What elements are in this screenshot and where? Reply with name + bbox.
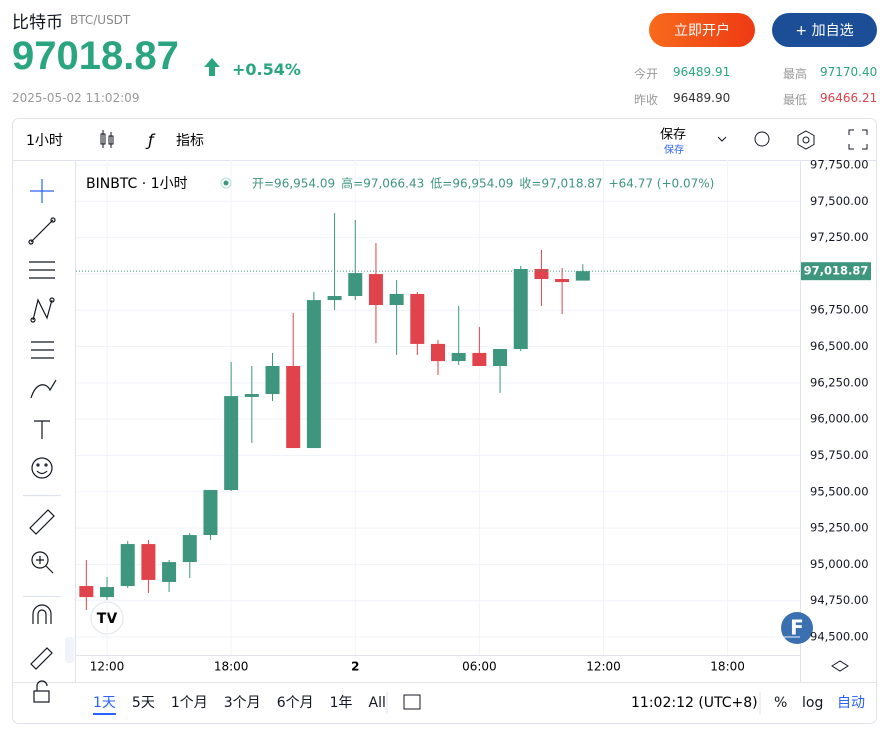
candle-body — [368, 274, 383, 306]
stat-value: 97170.40 — [820, 65, 878, 79]
svg-text:F: F — [790, 616, 804, 640]
alert-icon[interactable] — [754, 131, 770, 147]
timestamp: 2025-05-02 11:02:09 — [12, 91, 140, 105]
fx-icon: ƒ — [145, 131, 156, 150]
asset-name: 比特币 — [12, 13, 63, 33]
x-tick-label: 06:00 — [462, 660, 497, 674]
candle-body — [182, 535, 197, 563]
stat-label: 今开 — [634, 67, 659, 81]
range-button[interactable]: 1个月 — [171, 695, 208, 711]
range-button[interactable]: 1年 — [330, 695, 353, 711]
range-button[interactable]: 6个月 — [277, 695, 314, 711]
candle-body — [555, 279, 570, 283]
candle-body — [410, 293, 425, 344]
legend-high: 高=97,066.43 — [341, 176, 424, 191]
drawing-tools[interactable] — [23, 179, 61, 703]
scale-pct[interactable]: % — [774, 695, 787, 711]
stat-label: 最低 — [783, 93, 808, 107]
candle-body — [493, 349, 508, 366]
range-button[interactable]: 1天 — [93, 695, 116, 711]
price: 97018.87 — [12, 34, 179, 78]
stat-value: 96489.90 — [673, 91, 731, 105]
candle-body — [575, 271, 590, 281]
settings-icon[interactable] — [797, 130, 815, 150]
range-button[interactable]: All — [369, 695, 386, 711]
stat-label: 最高 — [783, 67, 808, 81]
interval-button[interactable]: 1小时 — [26, 133, 63, 149]
asset-pair: BTC/USDT — [70, 13, 131, 27]
candle-body — [389, 293, 404, 306]
legend-symbol: BINBTC · 1小时 — [86, 176, 188, 192]
y-tick-label: 97,250.00 — [810, 230, 869, 244]
x-tick-label: 12:00 — [586, 660, 621, 674]
x-tick-label: 12:00 — [90, 660, 125, 674]
range-button[interactable]: 3个月 — [224, 695, 261, 711]
stat-label: 昨收 — [634, 93, 659, 107]
fullscreen-icon[interactable] — [848, 129, 868, 150]
last-price-tag — [801, 262, 871, 281]
x-tick-label: 2 — [351, 660, 359, 674]
y-tick-label: 96,750.00 — [810, 303, 869, 317]
y-tick-label: 97,750.00 — [810, 158, 869, 172]
candle-body — [265, 365, 280, 395]
x-tick-label: 18:00 — [710, 660, 745, 674]
candle-body — [224, 396, 239, 491]
candle-body — [244, 394, 259, 397]
stat-value: 96489.91 — [673, 65, 731, 79]
legend-change: +64.77 (+0.07%) — [609, 177, 715, 191]
scale-auto[interactable]: 自动 — [837, 695, 865, 711]
legend-low: 低=96,954.09 — [430, 177, 513, 191]
scale-log[interactable]: log — [802, 695, 823, 711]
collapse-tab[interactable] — [65, 637, 74, 663]
widget-frame — [12, 118, 877, 724]
indicators-button[interactable]: 指标 — [176, 133, 204, 149]
y-tick-label: 96,500.00 — [810, 339, 869, 353]
legend-open: 开=96,954.09 — [252, 177, 335, 191]
candle-body — [451, 352, 466, 362]
legend-close: 收=97,018.87 — [519, 177, 602, 191]
watchlist-button[interactable]: + 加自选 — [772, 13, 877, 47]
candle-body — [431, 343, 445, 362]
candle-body — [203, 490, 218, 536]
save-button[interactable]: 保存 — [660, 128, 686, 143]
candle-body — [306, 300, 321, 449]
y-tick-label: 94,500.00 — [810, 630, 869, 644]
candle-body — [141, 544, 156, 580]
y-tick-label: 95,250.00 — [810, 521, 869, 535]
x-tick-label: 18:00 — [214, 660, 249, 674]
candle-body — [100, 587, 115, 598]
up-arrow — [204, 58, 220, 76]
candle-body — [79, 586, 94, 598]
clock: 11:02:12 (UTC+8) — [631, 695, 758, 711]
legend-status-dot — [223, 180, 229, 186]
date-range-icon — [403, 694, 421, 710]
y-tick-label: 97,500.00 — [810, 194, 869, 208]
save-sub: 保存 — [664, 143, 684, 156]
candle-body — [472, 352, 487, 366]
y-tick-label: 96,250.00 — [810, 375, 869, 389]
last-price-label: 97,018.87 — [804, 264, 869, 278]
price-change: +0.54% — [232, 60, 301, 79]
candle-body — [327, 295, 342, 301]
axis-settings[interactable] — [831, 660, 849, 672]
candle-body — [513, 268, 528, 350]
y-tick-label: 96,000.00 — [810, 412, 869, 426]
candle-body — [120, 544, 135, 587]
candle-body — [286, 365, 301, 449]
y-tick-label: 94,750.00 — [810, 593, 869, 607]
candle-body — [348, 273, 363, 296]
candle-body — [162, 562, 177, 582]
y-tick-label: 95,000.00 — [810, 557, 869, 571]
range-button[interactable]: 5天 — [132, 695, 155, 711]
candle-body — [534, 268, 549, 280]
stat-value: 96466.21 — [820, 91, 878, 105]
open-account-button[interactable]: 立即开户 — [649, 13, 755, 47]
save-dropdown[interactable] — [717, 136, 727, 142]
candle-style-icon[interactable] — [100, 130, 114, 148]
y-tick-label: 95,500.00 — [810, 484, 869, 498]
f-logo: F — [781, 612, 813, 644]
y-tick-label: 95,750.00 — [810, 448, 869, 462]
